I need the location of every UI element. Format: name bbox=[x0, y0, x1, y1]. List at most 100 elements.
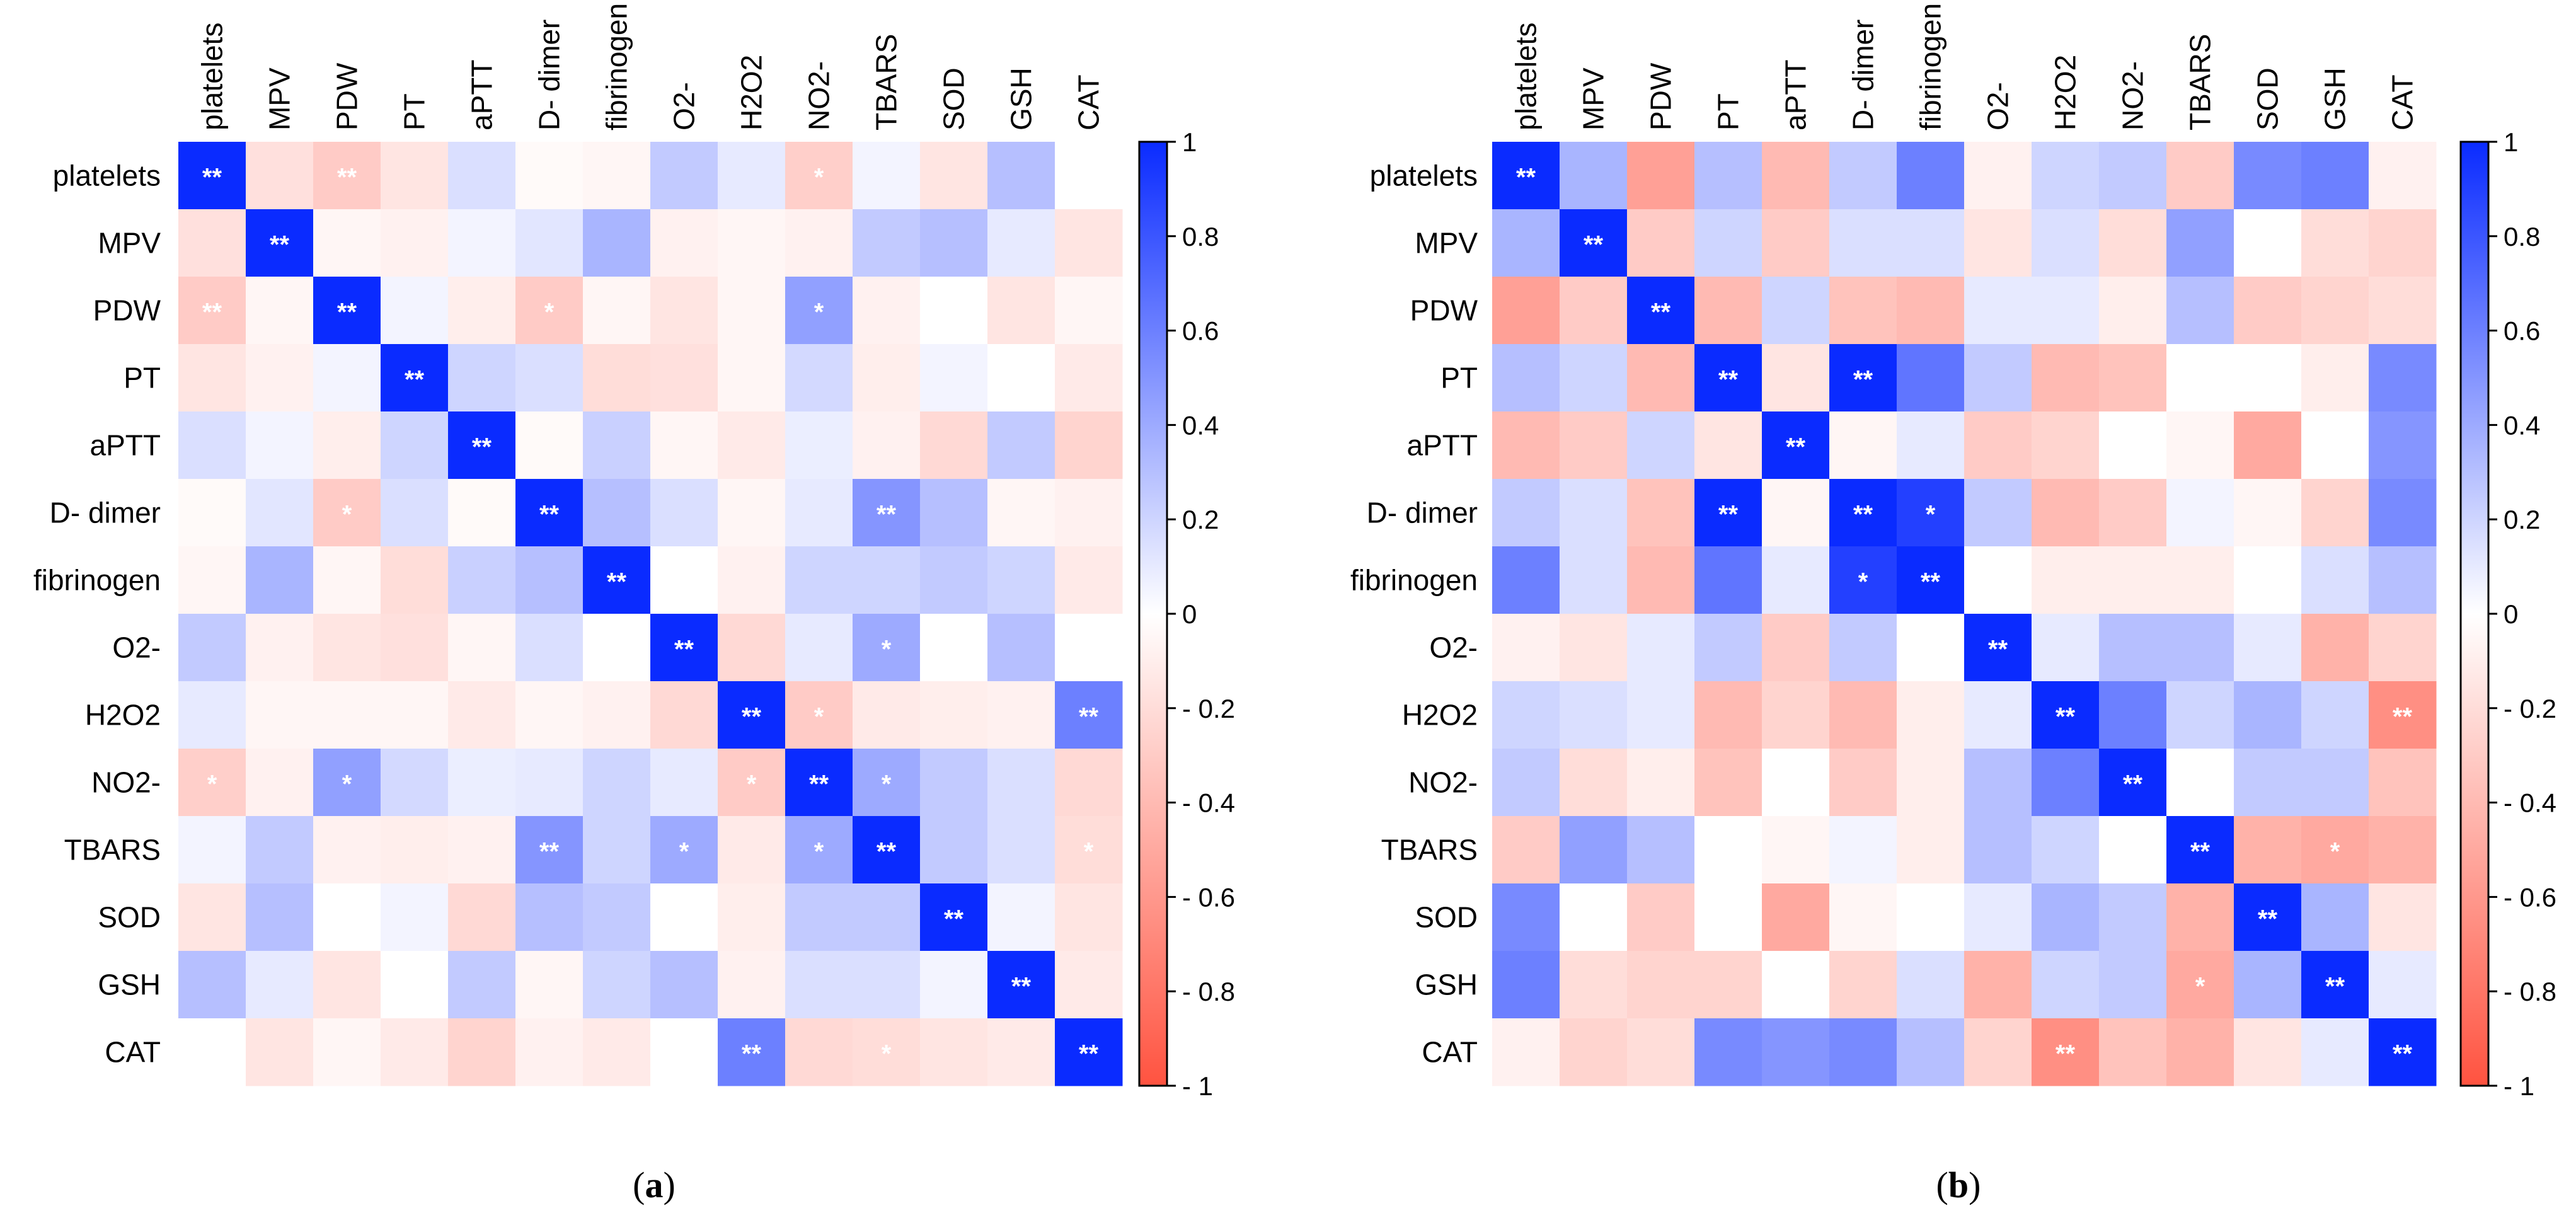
heatmap-cell bbox=[381, 1018, 449, 1086]
heatmap-cell bbox=[1897, 951, 1965, 1019]
heatmap-cell bbox=[1694, 142, 1762, 210]
heatmap-cell bbox=[650, 681, 718, 749]
heatmap-cell bbox=[448, 142, 516, 210]
heatmap-cell bbox=[1694, 816, 1762, 884]
heatmap-cell bbox=[718, 883, 786, 952]
heatmap-cell bbox=[1055, 883, 1123, 952]
heatmap-cell bbox=[2369, 883, 2437, 952]
colorbar-tick-label: 0.8 bbox=[2504, 222, 2540, 251]
colorbar-tick-label: - 1 bbox=[2504, 1071, 2534, 1101]
heatmap-cell bbox=[987, 816, 1055, 884]
heatmap-cell bbox=[1964, 749, 2032, 817]
column-label: PDW bbox=[1645, 62, 1677, 130]
heatmap-cell bbox=[246, 277, 314, 345]
colorbar-tick-label: - 0.2 bbox=[1182, 694, 1235, 723]
significance-marker: * bbox=[2195, 973, 2205, 1001]
heatmap-cell bbox=[2166, 749, 2234, 817]
heatmap-cell bbox=[2099, 546, 2167, 614]
heatmap-cell bbox=[2234, 951, 2302, 1019]
heatmap-cell bbox=[313, 142, 381, 210]
significance-marker: ** bbox=[2325, 973, 2345, 1001]
row-label: PDW bbox=[1410, 294, 1478, 327]
significance-marker: ** bbox=[202, 164, 222, 192]
heatmap-cell bbox=[920, 479, 988, 547]
heatmap-cell bbox=[2369, 142, 2437, 210]
heatmap-cell bbox=[2369, 344, 2437, 412]
heatmap-cell bbox=[1627, 277, 1695, 345]
heatmap-cell bbox=[785, 1018, 853, 1086]
heatmap-cell bbox=[1762, 344, 1830, 412]
significance-marker: ** bbox=[607, 568, 627, 596]
heatmap-cell bbox=[1762, 614, 1830, 682]
heatmap-cell bbox=[920, 883, 988, 952]
heatmap-cell bbox=[1627, 614, 1695, 682]
heatmap-cell bbox=[1492, 614, 1560, 682]
heatmap-cell bbox=[853, 1018, 921, 1086]
heatmap-cell bbox=[1492, 411, 1560, 480]
significance-marker: * bbox=[882, 771, 892, 798]
heatmap-cell bbox=[2032, 749, 2100, 817]
significance-marker: * bbox=[814, 703, 824, 731]
heatmap-cell bbox=[178, 411, 246, 480]
heatmap-cell bbox=[583, 142, 651, 210]
row-label: MPV bbox=[98, 227, 161, 260]
heatmap-cell bbox=[583, 209, 651, 277]
heatmap-cell bbox=[1897, 883, 1965, 952]
heatmap-cell bbox=[2032, 277, 2100, 345]
heatmap-cell bbox=[1897, 479, 1965, 547]
heatmap-cell bbox=[515, 209, 584, 277]
heatmap-cell bbox=[920, 277, 988, 345]
heatmap-cell bbox=[1964, 277, 2032, 345]
heatmap-cell bbox=[583, 816, 651, 884]
heatmap-cell bbox=[1829, 546, 1897, 614]
heatmap-cell bbox=[650, 344, 718, 412]
heatmap-cell bbox=[718, 951, 786, 1019]
heatmap-cell bbox=[178, 681, 246, 749]
significance-marker: * bbox=[1926, 501, 1936, 529]
heatmap-cell bbox=[987, 411, 1055, 480]
row-label: D- dimer bbox=[50, 497, 161, 529]
heatmap-cell bbox=[2234, 749, 2302, 817]
heatmap-cell bbox=[246, 681, 314, 749]
heatmap-cell bbox=[381, 614, 449, 682]
significance-marker: ** bbox=[877, 501, 897, 529]
heatmap-cell bbox=[2234, 277, 2302, 345]
row-label: TBARS bbox=[1381, 834, 1478, 866]
heatmap-cell bbox=[1055, 1018, 1123, 1086]
row-label: aPTT bbox=[1407, 429, 1478, 462]
heatmap-cell bbox=[853, 614, 921, 682]
heatmap-cell bbox=[718, 411, 786, 480]
heatmap-cell bbox=[2032, 209, 2100, 277]
heatmap-cell bbox=[987, 1018, 1055, 1086]
heatmap-cell bbox=[313, 749, 381, 817]
heatmap-cell bbox=[178, 546, 246, 614]
heatmap-cell bbox=[313, 344, 381, 412]
heatmap-cell bbox=[987, 209, 1055, 277]
heatmap-cell bbox=[920, 546, 988, 614]
heatmap-cell bbox=[1829, 816, 1897, 884]
heatmap-cell bbox=[515, 681, 584, 749]
heatmap-cell bbox=[381, 142, 449, 210]
heatmap-cell bbox=[1560, 614, 1628, 682]
significance-marker: * bbox=[342, 771, 352, 798]
significance-marker: ** bbox=[405, 366, 425, 394]
heatmap-cell bbox=[853, 277, 921, 345]
heatmap-cell bbox=[920, 816, 988, 884]
heatmap-cell bbox=[2234, 681, 2302, 749]
colorbar bbox=[1138, 141, 1168, 1087]
heatmap-cell bbox=[1492, 816, 1560, 884]
heatmap-cell bbox=[2301, 883, 2369, 952]
heatmap-cell bbox=[1560, 344, 1628, 412]
significance-marker: ** bbox=[1079, 703, 1099, 731]
heatmap-cell bbox=[1492, 209, 1560, 277]
heatmap-cell bbox=[2234, 883, 2302, 952]
heatmap-cell bbox=[1694, 344, 1762, 412]
heatmap-cell bbox=[381, 411, 449, 480]
heatmap-cell bbox=[583, 344, 651, 412]
heatmap-cell bbox=[1560, 681, 1628, 749]
colorbar-tick-label: - 0.8 bbox=[2504, 977, 2556, 1006]
heatmap-cell bbox=[2234, 614, 2302, 682]
heatmap-cell bbox=[313, 614, 381, 682]
heatmap-cell bbox=[1627, 479, 1695, 547]
heatmap-cell bbox=[178, 142, 246, 210]
